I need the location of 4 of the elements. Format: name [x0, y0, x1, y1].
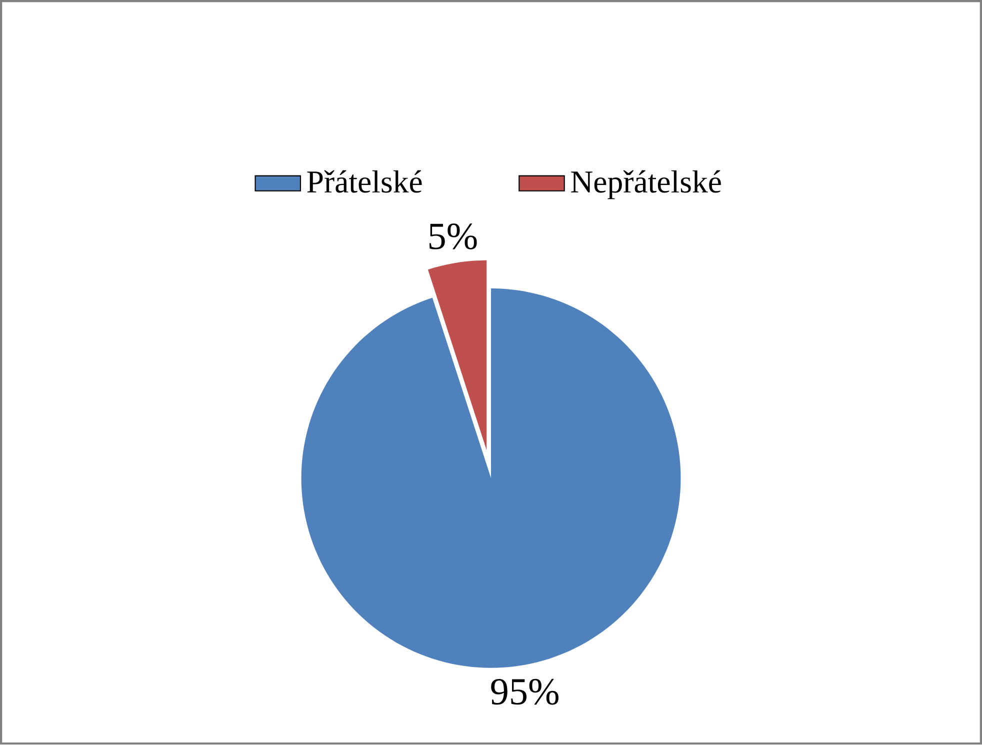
data-label: 95% — [491, 679, 558, 705]
legend-label: Nepřátelské — [571, 170, 721, 200]
data-label: 5% — [430, 224, 477, 250]
legend-label: Přátelské — [307, 170, 422, 193]
